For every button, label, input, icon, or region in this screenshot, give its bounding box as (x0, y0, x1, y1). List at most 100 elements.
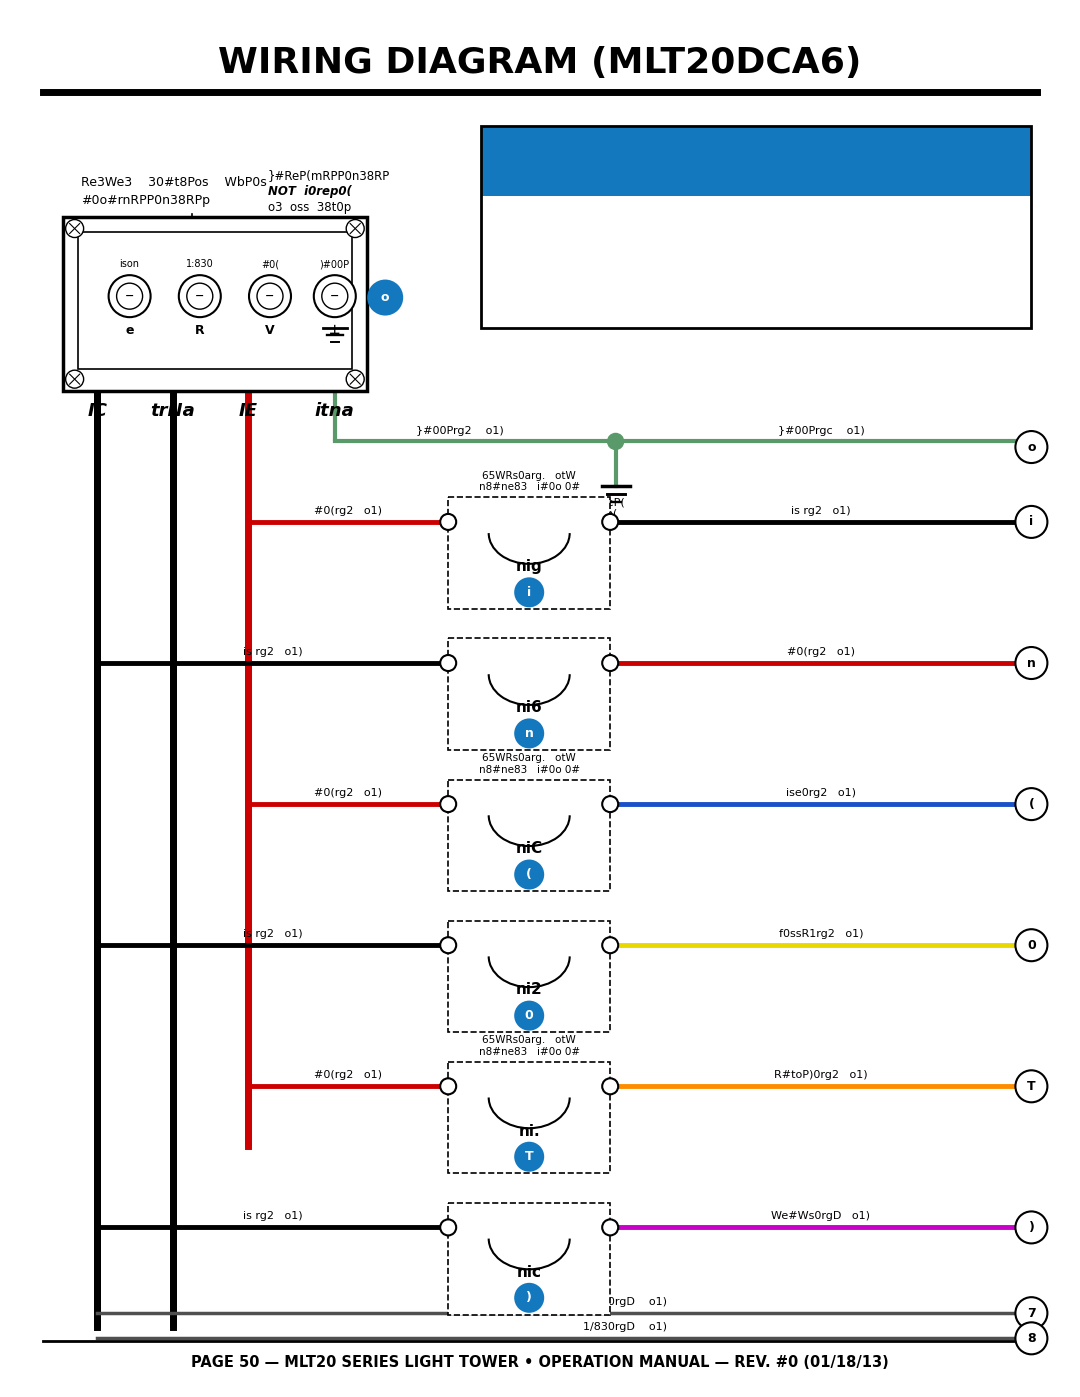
Text: i: i (527, 585, 531, 599)
Text: #0(rg2   o1): #0(rg2 o1) (314, 506, 382, 515)
Text: 0: 0 (525, 1009, 534, 1023)
Text: −: − (330, 291, 339, 302)
Circle shape (514, 1000, 544, 1031)
Text: 7: 7 (1027, 1306, 1036, 1320)
Circle shape (66, 370, 83, 388)
Circle shape (603, 1220, 618, 1235)
Circle shape (347, 219, 364, 237)
Circle shape (322, 284, 348, 309)
Circle shape (608, 433, 623, 450)
Circle shape (117, 284, 143, 309)
Text: Re3We3    30#t8Pos    WbP0s: Re3We3 30#t8Pos WbP0s (81, 176, 267, 189)
Circle shape (1015, 432, 1048, 462)
Text: ⊥: ⊥ (329, 324, 340, 337)
Bar (448, 1203, 610, 1315)
Text: ): ) (1028, 1221, 1035, 1234)
Text: f0ssR1rg2   o1): f0ssR1rg2 o1) (779, 929, 863, 939)
Text: 8: 8 (1027, 1331, 1036, 1345)
Text: −: − (266, 291, 274, 302)
Text: o: o (1027, 440, 1036, 454)
Text: #0(rg2   o1): #0(rg2 o1) (787, 647, 854, 657)
Text: 1:830: 1:830 (186, 260, 214, 270)
Circle shape (603, 796, 618, 812)
Text: }#00Prgc    o1): }#00Prgc o1) (778, 426, 864, 436)
Text: ): ) (526, 1291, 532, 1305)
Text: trNa: trNa (150, 402, 195, 420)
Text: ni.: ni. (518, 1123, 540, 1139)
Text: itna: itna (315, 402, 354, 420)
Text: #0(rg2   o1): #0(rg2 o1) (314, 788, 382, 798)
Circle shape (514, 1141, 544, 1172)
Circle shape (514, 577, 544, 608)
Text: R: R (195, 324, 204, 337)
Text: −: − (125, 291, 134, 302)
Bar (448, 921, 610, 1032)
Text: We#Ws0rgD   o1): We#Ws0rgD o1) (771, 1211, 870, 1221)
Text: n: n (525, 726, 534, 740)
Text: i: i (1029, 515, 1034, 528)
Text: }#ReP(
p3e(: }#ReP( p3e( (584, 497, 625, 518)
Text: 0: 0 (1027, 939, 1036, 951)
Text: 1/830rgD    o1): 1/830rgD o1) (583, 1298, 667, 1308)
Circle shape (603, 514, 618, 529)
Text: #0o#rnRPP0n38RPp: #0o#rnRPP0n38RPp (81, 194, 210, 207)
Text: )#00P: )#00P (320, 260, 350, 270)
Text: is rg2   o1): is rg2 o1) (243, 1211, 302, 1221)
Text: IC: IC (87, 402, 107, 420)
Circle shape (187, 284, 213, 309)
Text: T: T (1027, 1080, 1036, 1092)
Text: o: o (381, 291, 390, 305)
Circle shape (314, 275, 355, 317)
Bar (481, 126, 1031, 196)
Circle shape (1015, 506, 1048, 538)
Text: is rg2   o1): is rg2 o1) (791, 506, 851, 515)
Bar (481, 196, 1031, 328)
Text: NOT  i0rep0(: NOT i0rep0( (268, 186, 352, 198)
Text: 65WRs0arg.   otW
n8#ne83   i#0o 0#: 65WRs0arg. otW n8#ne83 i#0o 0# (478, 753, 580, 774)
Circle shape (179, 275, 220, 317)
Circle shape (514, 718, 544, 749)
Text: is rg2   o1): is rg2 o1) (243, 929, 302, 939)
Circle shape (1015, 1323, 1048, 1354)
Circle shape (1015, 1298, 1048, 1329)
Text: niC: niC (515, 841, 543, 856)
Text: e: e (125, 324, 134, 337)
Circle shape (441, 655, 456, 671)
Circle shape (1015, 929, 1048, 961)
Circle shape (603, 1078, 618, 1094)
Text: PAGE 50 — MLT20 SERIES LIGHT TOWER • OPERATION MANUAL — REV. #0 (01/18/13): PAGE 50 — MLT20 SERIES LIGHT TOWER • OPE… (191, 1355, 889, 1369)
Circle shape (441, 1078, 456, 1094)
Circle shape (514, 859, 544, 890)
Text: IE: IE (239, 402, 258, 420)
Text: #0(rg2   o1): #0(rg2 o1) (314, 1070, 382, 1080)
Bar (448, 780, 610, 891)
Circle shape (347, 370, 364, 388)
Circle shape (441, 796, 456, 812)
Text: 1/830rgD    o1): 1/830rgD o1) (583, 1323, 667, 1333)
Text: o3  oss  38t0p: o3 oss 38t0p (268, 201, 351, 214)
Circle shape (603, 655, 618, 671)
Text: }#00Prg2    o1): }#00Prg2 o1) (416, 426, 503, 436)
Circle shape (66, 219, 83, 237)
Circle shape (257, 284, 283, 309)
Circle shape (367, 279, 403, 316)
Text: #0(: #0( (261, 260, 279, 270)
Circle shape (603, 937, 618, 953)
Bar (448, 638, 610, 750)
Circle shape (109, 275, 150, 317)
Bar (481, 126, 1031, 328)
Bar (448, 497, 610, 609)
Text: (: ( (1028, 798, 1035, 810)
Circle shape (1015, 1070, 1048, 1102)
Circle shape (441, 937, 456, 953)
Text: −: − (195, 291, 204, 302)
Text: n: n (1027, 657, 1036, 669)
Text: ni2: ni2 (516, 982, 542, 997)
Circle shape (514, 1282, 544, 1313)
Text: }#ReP(mRPP0n38RP: }#ReP(mRPP0n38RP (268, 169, 390, 182)
Circle shape (441, 1220, 456, 1235)
Text: ison: ison (120, 260, 139, 270)
Text: 65WRs0arg.   otW
n8#ne83   i#0o 0#: 65WRs0arg. otW n8#ne83 i#0o 0# (478, 1035, 580, 1056)
Text: WIRING DIAGRAM (MLT20DCA6): WIRING DIAGRAM (MLT20DCA6) (218, 46, 862, 80)
Text: ni6: ni6 (516, 700, 542, 715)
